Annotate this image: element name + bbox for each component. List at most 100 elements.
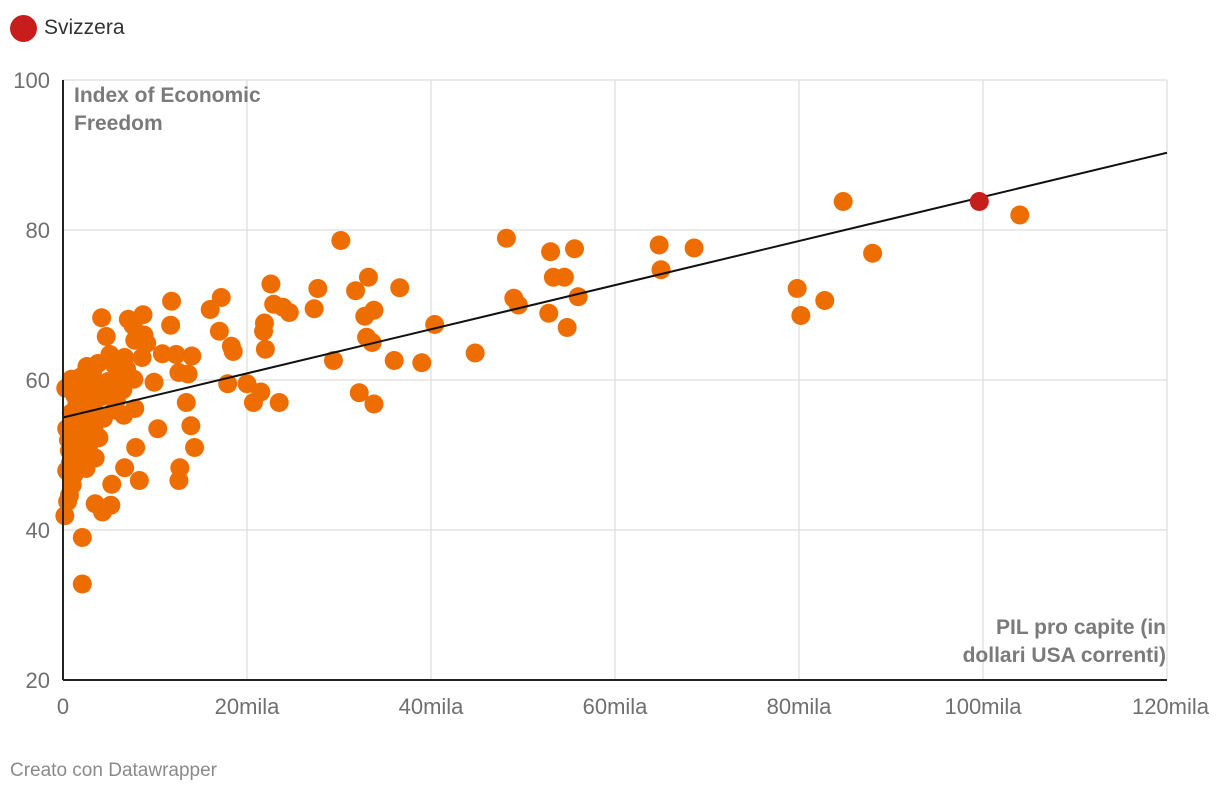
axes	[62, 80, 1167, 681]
data-point	[78, 428, 98, 448]
footer-credit: Creato con Datawrapper	[10, 760, 217, 781]
data-point	[815, 291, 835, 310]
data-point	[125, 330, 145, 350]
data-point	[55, 506, 75, 526]
data-point	[57, 461, 77, 481]
data-point	[200, 300, 220, 319]
highlight-points	[969, 192, 989, 211]
data-point	[115, 458, 135, 478]
data-point	[162, 291, 182, 311]
data-point	[73, 366, 93, 385]
x-tick-label: 100mila	[944, 694, 1022, 719]
data-point	[125, 399, 145, 418]
y-tick-label: 80	[26, 218, 50, 243]
data-point	[557, 318, 577, 337]
data-point	[684, 238, 704, 258]
data-points	[55, 192, 1030, 594]
x-axis-title-line-2: dollari USA correnti)	[963, 644, 1166, 667]
data-point	[100, 384, 120, 403]
data-point	[132, 348, 152, 367]
data-point	[255, 339, 275, 359]
data-point	[176, 393, 196, 412]
data-point	[425, 315, 445, 334]
data-point	[169, 471, 189, 490]
data-point	[110, 351, 130, 371]
data-point	[237, 374, 257, 394]
y-tick-label: 60	[26, 368, 50, 393]
data-point	[554, 267, 574, 287]
y-tick-label: 100	[13, 68, 50, 93]
data-point	[209, 321, 229, 341]
data-point	[185, 438, 205, 457]
data-point	[791, 306, 811, 325]
data-point	[308, 279, 328, 298]
axis-titles: Index of Economic Freedom PIL pro capite…	[74, 84, 1166, 667]
data-point	[279, 303, 299, 322]
data-point	[129, 471, 149, 490]
x-tick-label: 80mila	[767, 694, 833, 719]
x-tick-label: 60mila	[583, 694, 649, 719]
x-tick-label: 20mila	[215, 694, 281, 719]
data-point	[304, 299, 324, 319]
data-point	[72, 574, 92, 594]
legend-swatch	[10, 14, 37, 42]
data-point	[85, 494, 105, 514]
data-point	[93, 408, 113, 428]
y-tick-label: 20	[26, 668, 50, 693]
data-point	[102, 474, 122, 494]
data-point	[465, 343, 485, 363]
x-tick-label: 0	[57, 694, 69, 719]
data-point	[92, 308, 112, 328]
data-point	[243, 393, 263, 412]
data-point	[126, 438, 146, 457]
y-axis-title-line-1: Index of Economic	[74, 84, 261, 107]
x-tick-label: 40mila	[399, 694, 465, 719]
data-point	[355, 306, 375, 326]
data-point	[565, 239, 585, 259]
data-point-svizzera	[969, 192, 989, 211]
x-axis-title-line-1: PIL pro capite (in	[996, 616, 1166, 639]
data-point	[568, 287, 588, 307]
data-point	[349, 383, 369, 403]
data-point	[181, 416, 201, 436]
data-point	[863, 243, 883, 263]
data-point	[358, 267, 378, 287]
data-point	[148, 419, 168, 439]
data-point	[508, 295, 528, 315]
data-point	[169, 363, 189, 382]
data-point	[61, 403, 81, 423]
legend-label-svizzera: Svizzera	[44, 16, 125, 39]
data-point	[539, 303, 559, 323]
data-point	[787, 279, 807, 298]
data-point	[72, 528, 92, 547]
tick-labels: 20 40 60 80 100 0 20mila 40mila 60mila 80mila 100m…	[13, 68, 1209, 719]
data-point	[412, 353, 432, 373]
data-point	[496, 228, 516, 248]
data-point	[182, 346, 202, 366]
legend: Svizzera	[10, 12, 125, 44]
data-point	[166, 345, 186, 364]
data-point	[269, 393, 289, 412]
data-point	[65, 386, 85, 406]
x-tick-label: 120mila	[1132, 694, 1210, 719]
data-point	[96, 327, 116, 346]
data-point	[384, 351, 404, 370]
data-point	[541, 242, 561, 262]
data-point	[152, 344, 172, 364]
data-point	[331, 231, 351, 250]
data-point	[254, 321, 274, 341]
data-point	[649, 235, 669, 255]
data-point	[223, 342, 243, 361]
data-point	[1010, 205, 1030, 225]
data-point	[833, 192, 853, 211]
data-point	[364, 394, 384, 414]
data-point	[144, 372, 164, 392]
y-tick-label: 40	[26, 518, 50, 543]
data-point	[346, 281, 366, 301]
data-point	[118, 309, 138, 329]
y-axis-title-line-2: Freedom	[74, 112, 163, 135]
data-point	[390, 278, 410, 298]
data-point	[211, 288, 231, 307]
data-point	[161, 315, 181, 335]
